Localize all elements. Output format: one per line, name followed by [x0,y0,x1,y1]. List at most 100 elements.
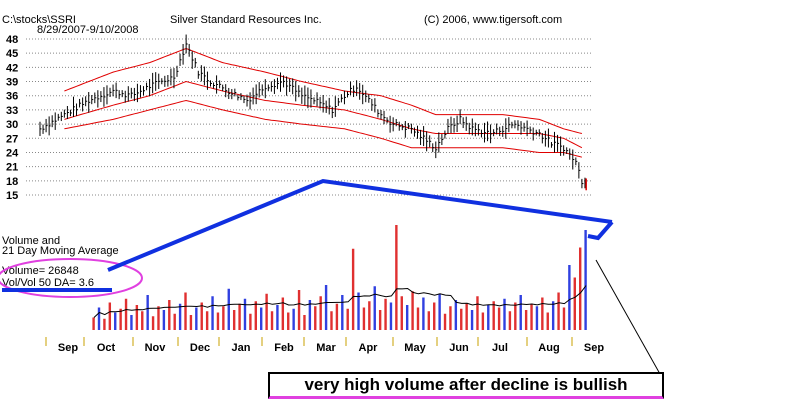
price-bar [167,74,170,87]
volume-bar [308,300,312,330]
lower-band-line [64,99,583,158]
y-tick-label: 48 [6,34,18,46]
price-bar [356,80,359,96]
volume-bars [92,225,587,330]
x-tick-label: Mar [316,342,336,354]
volume-ratio: Vol/Vol 50 DA= 3.6 [2,277,94,289]
volume-bar [476,296,479,330]
price-bar [298,85,301,98]
price-bar [54,112,57,130]
volume-bar [524,310,528,330]
price-bars [39,34,587,191]
volume-bar [465,303,468,330]
price-bar [505,118,508,139]
price-bar [490,124,493,144]
price-bar [45,118,48,133]
price-bar [301,87,304,104]
y-tick-label: 42 [6,62,18,74]
price-bar [398,121,401,131]
volume-bar [405,305,409,330]
date-range-label: 8/29/2007-9/10/2008 [37,24,139,36]
volume-bar [103,318,106,330]
volume-bar [454,300,458,330]
volume-bar [281,297,285,330]
y-tick-label: 33 [6,105,18,117]
price-bar [511,121,514,129]
price-bar [143,86,146,96]
y-tick-label: 18 [6,176,18,188]
volume-bar [530,303,533,330]
volume-bar [389,302,393,330]
volume-bar [578,247,582,330]
volume-bar [232,310,236,330]
price-bar [532,127,535,141]
price-bar [483,122,486,143]
volume-bar [378,310,382,330]
price-bar [203,66,206,86]
price-bar [234,88,237,97]
volume-bar [584,230,587,330]
price-bar [209,80,212,87]
price-bar [276,77,279,90]
price-bar [359,82,362,100]
price-bar [471,118,474,136]
volume-bar [492,301,495,330]
price-bar [362,84,365,105]
volume-bar [205,311,209,330]
price-bar [295,81,298,102]
volume-bar [562,307,566,330]
volume-bar [395,225,398,330]
price-bar [240,93,243,101]
volume-bar [568,265,571,330]
price-bar [401,124,404,131]
price-bar [133,87,136,102]
x-tick-label: Aug [538,342,559,354]
price-bar [417,125,420,139]
volume-bar [497,307,501,330]
volume-bar [130,315,133,330]
price-bar [480,129,483,138]
y-tick-label: 21 [6,162,18,174]
price-bar [222,84,225,92]
volume-bar [351,248,355,330]
volume-bar [292,308,295,330]
volume-bar [92,317,95,330]
price-bar [100,91,103,103]
volume-bar [400,296,403,330]
price-bar [185,34,188,54]
y-tick-label: 36 [6,91,18,103]
price-bar [395,118,398,127]
volume-bar [557,292,560,330]
volume-bar [216,312,220,330]
price-bar [307,87,310,109]
volume-bar [124,298,128,330]
volume-bar [330,311,333,330]
price-bar [508,117,511,133]
volume-bar [168,300,171,330]
price-bar [337,97,340,106]
volume-bar [546,312,549,330]
price-bar [575,157,578,166]
volume-bar [173,313,176,330]
price-bar [468,122,471,135]
volume-bar [443,313,447,330]
price-bar [91,94,94,105]
price-bar [252,87,255,105]
price-bar [444,130,447,139]
price-bar [557,134,560,152]
volume-panel-label-2: 21 Day Moving Average [2,245,119,257]
price-bar [176,65,179,77]
y-tick-label: 24 [6,147,19,159]
price-bar [304,85,307,106]
annotation-text: very high volume after decline is bullis… [304,375,628,394]
price-bar [109,87,112,97]
price-bar [206,71,209,90]
price-bar [420,129,423,146]
volume-bar [108,302,112,330]
volume-bar [438,293,441,330]
volume-bar [422,297,425,330]
price-bar [273,79,276,94]
price-bar [535,129,538,136]
price-bar [526,120,529,137]
file-path-label: C:\stocks\SSRI [2,14,76,26]
